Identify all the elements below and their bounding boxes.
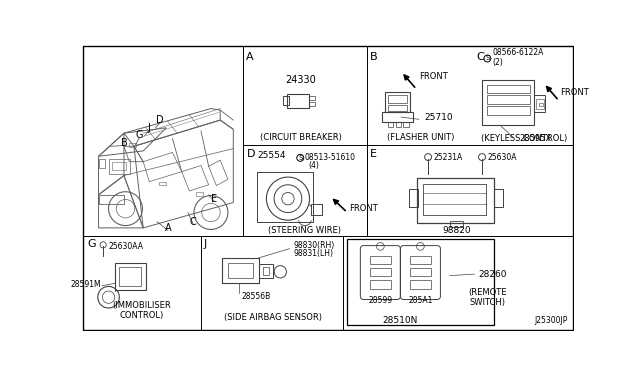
Bar xyxy=(486,96,530,104)
Bar xyxy=(99,195,124,204)
Text: FRONT: FRONT xyxy=(349,204,378,213)
Bar xyxy=(482,80,534,125)
Text: J: J xyxy=(148,123,151,133)
Bar xyxy=(410,268,431,276)
Bar xyxy=(396,122,401,127)
Text: C: C xyxy=(190,217,196,227)
Bar xyxy=(262,267,269,275)
Bar xyxy=(451,221,463,227)
Text: 08513-51610: 08513-51610 xyxy=(305,153,356,161)
Bar xyxy=(417,178,493,222)
Text: J25300JP: J25300JP xyxy=(535,316,568,325)
Bar xyxy=(536,99,543,109)
Text: C: C xyxy=(477,52,484,62)
Bar xyxy=(388,122,394,127)
Text: 25630AA: 25630AA xyxy=(109,242,143,251)
Text: J: J xyxy=(204,239,207,248)
Bar xyxy=(308,102,315,106)
Bar xyxy=(486,106,530,115)
Text: 98831(LH): 98831(LH) xyxy=(293,249,333,258)
Bar xyxy=(410,256,431,264)
Text: (REMOTE
SWITCH): (REMOTE SWITCH) xyxy=(468,288,507,307)
Text: D: D xyxy=(246,148,255,158)
Text: 25710: 25710 xyxy=(424,113,453,122)
Text: E: E xyxy=(211,194,217,203)
Text: (KEYLESS CONTROL): (KEYLESS CONTROL) xyxy=(481,134,568,143)
Text: A: A xyxy=(246,52,254,62)
Bar xyxy=(369,280,391,289)
Bar xyxy=(221,258,259,283)
Bar xyxy=(388,105,406,111)
Bar xyxy=(422,184,486,215)
Text: 25231A: 25231A xyxy=(433,153,463,162)
Bar xyxy=(119,267,141,286)
Text: S: S xyxy=(485,55,490,61)
Bar xyxy=(486,85,530,93)
Text: 28260: 28260 xyxy=(478,270,507,279)
Text: D: D xyxy=(156,115,164,125)
Bar xyxy=(283,96,289,106)
Bar xyxy=(369,256,391,264)
Text: A: A xyxy=(164,223,171,233)
Bar xyxy=(348,239,493,325)
Bar xyxy=(369,268,391,276)
Text: 285A1: 285A1 xyxy=(408,296,433,305)
Text: B: B xyxy=(369,52,377,62)
Bar xyxy=(409,189,418,207)
Text: FRONT: FRONT xyxy=(561,88,589,97)
Bar xyxy=(308,96,315,100)
Text: 28510N: 28510N xyxy=(383,316,418,325)
Bar xyxy=(539,103,543,106)
Text: FRONT: FRONT xyxy=(419,73,447,81)
Text: S: S xyxy=(298,155,303,161)
Text: 28599: 28599 xyxy=(368,296,392,305)
Text: (SIDE AIRBAG SENSOR): (SIDE AIRBAG SENSOR) xyxy=(223,314,321,323)
Bar xyxy=(113,163,126,170)
Bar xyxy=(196,192,204,196)
Bar xyxy=(115,263,145,290)
Bar xyxy=(410,280,431,289)
Bar xyxy=(382,112,413,122)
Bar xyxy=(109,158,130,174)
Bar xyxy=(228,263,253,278)
Text: 98830(RH): 98830(RH) xyxy=(293,241,335,250)
Bar xyxy=(287,94,308,108)
Text: (4): (4) xyxy=(308,161,319,170)
Bar xyxy=(259,264,273,278)
Text: 08566-6122A
(2): 08566-6122A (2) xyxy=(492,48,543,67)
Bar xyxy=(534,96,545,112)
Bar xyxy=(159,182,166,185)
Text: 25554: 25554 xyxy=(257,151,285,160)
Text: G: G xyxy=(87,239,95,248)
Text: 28595X: 28595X xyxy=(519,134,551,143)
Text: (STEERING WIRE): (STEERING WIRE) xyxy=(268,227,341,235)
Bar xyxy=(385,92,410,112)
Text: G: G xyxy=(136,131,143,141)
Bar xyxy=(311,204,322,215)
Bar xyxy=(257,172,312,222)
Text: 28556B: 28556B xyxy=(242,292,271,301)
Bar xyxy=(493,189,503,207)
Text: 25630A: 25630A xyxy=(488,153,517,162)
Text: (CIRCUIT BREAKER): (CIRCUIT BREAKER) xyxy=(260,132,342,141)
Bar xyxy=(129,143,136,147)
Text: 24330: 24330 xyxy=(285,75,316,85)
Bar xyxy=(403,122,409,127)
Text: 28591M: 28591M xyxy=(70,280,101,289)
Text: B: B xyxy=(120,138,127,148)
Text: E: E xyxy=(369,148,376,158)
Bar xyxy=(99,158,105,168)
Bar xyxy=(388,96,406,103)
Text: (FLASHER UNIT): (FLASHER UNIT) xyxy=(387,132,454,141)
Text: 98820: 98820 xyxy=(442,226,471,235)
Text: (IMMOBILISER
CONTROL): (IMMOBILISER CONTROL) xyxy=(112,301,171,320)
